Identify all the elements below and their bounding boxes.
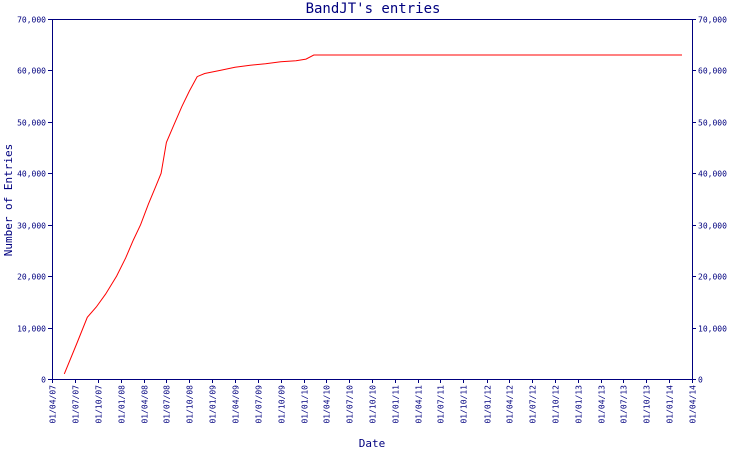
x-tick-label: 01/01/14 — [666, 385, 675, 424]
x-tick-label: 01/10/07 — [95, 385, 104, 424]
x-tick-label: 01/04/12 — [506, 385, 515, 424]
x-tick-label: 01/10/12 — [552, 385, 561, 424]
x-tick-label: 01/01/11 — [392, 385, 401, 424]
x-tick-label: 01/07/09 — [255, 385, 264, 424]
x-tick-label: 01/07/12 — [529, 385, 538, 424]
plot-frame — [52, 19, 693, 380]
y-tick-label-left: 0 — [41, 376, 46, 385]
y-tick-label-left: 20,000 — [17, 273, 46, 282]
x-axis-label: Date — [359, 437, 386, 450]
x-tick-label: 01/07/08 — [163, 385, 172, 424]
x-tick-label: 01/04/14 — [689, 385, 698, 424]
x-tick-label: 01/01/12 — [484, 385, 493, 424]
y-tick-label-right: 60,000 — [698, 67, 727, 76]
y-tick-label-right: 0 — [698, 376, 703, 385]
y-tick-label-left: 60,000 — [17, 67, 46, 76]
x-tick-label: 01/07/07 — [72, 385, 81, 424]
y-tick-label-right: 20,000 — [698, 273, 727, 282]
series-line-0 — [63, 54, 682, 375]
x-tick-label: 01/04/13 — [598, 385, 607, 424]
x-tick-label: 01/10/10 — [369, 385, 378, 424]
chart-title: BandJT's entries — [306, 1, 441, 17]
y-tick-label-right: 70,000 — [698, 16, 727, 25]
y-tick-label-left: 70,000 — [17, 16, 46, 25]
x-tick-label: 01/10/11 — [460, 385, 469, 424]
x-tick-label: 01/01/09 — [209, 385, 218, 424]
x-tick-label: 01/07/11 — [437, 385, 446, 424]
y-tick-label-right: 40,000 — [698, 170, 727, 179]
x-axis: 01/04/07 01/07/07 01/10/07 01/01/08 01/04/08… — [49, 379, 698, 424]
series-layer — [63, 54, 682, 375]
x-tick-label: 01/10/09 — [278, 385, 287, 424]
x-tick-label: 01/01/13 — [575, 385, 584, 424]
x-tick-label: 01/04/07 — [49, 385, 58, 424]
x-tick-label: 01/10/13 — [643, 385, 652, 424]
y-axis-left: 0 10,000 20,000 30,000 40,000 50,000 60,000 70,… — [17, 16, 52, 385]
y-tick-label-right: 50,000 — [698, 119, 727, 128]
y-tick-label-left: 10,000 — [17, 325, 46, 334]
x-tick-label: 01/04/09 — [232, 385, 241, 424]
x-tick-label: 01/04/10 — [323, 385, 332, 424]
x-tick-label: 01/04/11 — [415, 385, 424, 424]
x-tick-label: 01/01/08 — [118, 385, 127, 424]
y-tick-label-left: 40,000 — [17, 170, 46, 179]
y-tick-label-left: 30,000 — [17, 222, 46, 231]
y-tick-label-left: 50,000 — [17, 119, 46, 128]
y-axis-label: Number of Entries — [2, 144, 15, 257]
y-tick-label-right: 30,000 — [698, 222, 727, 231]
x-tick-label: 01/01/10 — [301, 385, 310, 424]
y-tick-label-right: 10,000 — [698, 325, 727, 334]
x-tick-label: 01/07/13 — [620, 385, 629, 424]
x-tick-label: 01/07/10 — [346, 385, 355, 424]
x-tick-label: 01/04/08 — [141, 385, 150, 424]
x-tick-label: 01/10/08 — [186, 385, 195, 424]
y-axis-right: 0 10,000 20,000 30,000 40,000 50,000 60,000 70,… — [692, 16, 727, 385]
